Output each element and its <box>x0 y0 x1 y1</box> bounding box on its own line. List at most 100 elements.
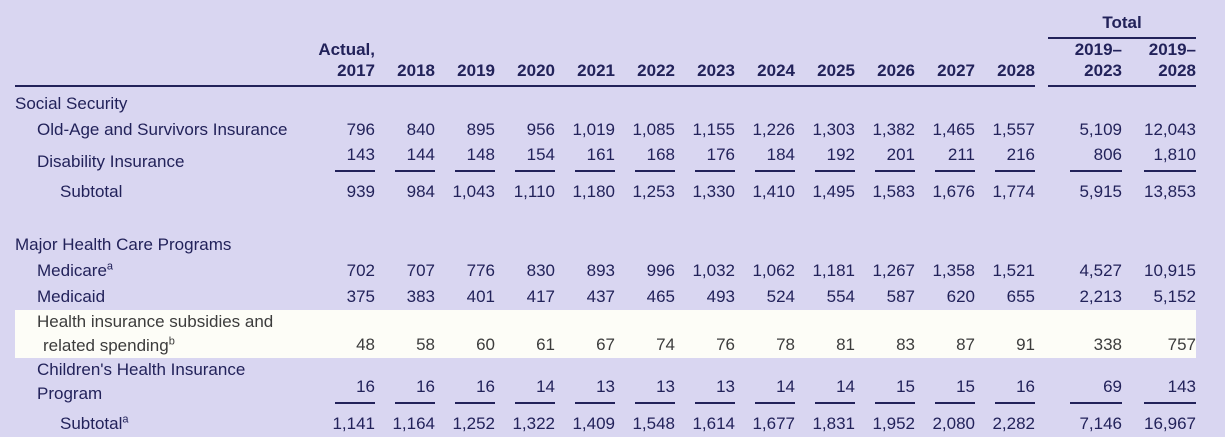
value-cell: 587 <box>886 287 915 306</box>
value-cell: 1,164 <box>392 414 435 433</box>
value-cell: 16 <box>435 358 495 406</box>
value-cell: 1,252 <box>452 414 495 433</box>
value-cell: 1,583 <box>872 182 915 201</box>
row-label: Medicaid <box>37 287 106 306</box>
value-cell: 1,155 <box>692 120 735 139</box>
total-value-cell: 10,915 <box>1144 261 1197 280</box>
value-cell: 1,032 <box>692 261 735 280</box>
value-cell: 201 <box>855 143 915 174</box>
value-cell: 1,180 <box>572 182 615 201</box>
row-label: Children's Health Insurance Program <box>37 360 246 403</box>
value-cell: 78 <box>735 310 795 358</box>
year-column-header: 2024 <box>735 38 795 87</box>
value-cell: 1,409 <box>572 414 615 433</box>
table-row: Old-Age and Survivors Insurance 796 840 895… <box>15 117 1196 143</box>
table-body: Social Security Old-Age and Survivors Ins… <box>15 86 1197 437</box>
year-column-header: 2020 <box>495 38 555 87</box>
table-row: Medicaid 375 383 401 417 437 465 493 524 554 587 62… <box>15 284 1196 310</box>
total-value-cell: 806 <box>1048 143 1122 174</box>
year-column-header: 2021 <box>555 38 615 87</box>
value-cell: 1,774 <box>992 182 1035 201</box>
value-cell: 1,062 <box>752 261 795 280</box>
value-cell: 1,465 <box>932 120 975 139</box>
spacer-cell <box>1035 258 1048 284</box>
value-cell: 493 <box>706 287 735 306</box>
value-cell: 148 <box>435 143 495 174</box>
value-cell: 2,080 <box>932 414 975 433</box>
value-cell: 417 <box>526 287 555 306</box>
value-cell: 1,677 <box>752 414 795 433</box>
value-cell: 1,410 <box>752 182 795 201</box>
value-cell: 15 <box>915 358 975 406</box>
table-row: Subtotala 1,141 1,164 1,252 1,322 1,409 1,548 1… <box>15 406 1196 437</box>
spending-table: Total Actual, 2017 2018 2019 2020 2021 20… <box>15 6 1197 437</box>
year-column-header: 2025 <box>795 38 855 87</box>
total-value-cell: 757 <box>1122 310 1197 358</box>
row-label: Subtotala <box>60 413 129 433</box>
value-cell: 2,282 <box>992 414 1035 433</box>
value-cell: 1,303 <box>812 120 855 139</box>
value-cell: 1,548 <box>632 414 675 433</box>
total-value-cell: 13,853 <box>1144 182 1197 201</box>
value-cell: 176 <box>675 143 735 174</box>
value-cell: 554 <box>826 287 855 306</box>
value-cell: 61 <box>495 310 555 358</box>
value-cell: 16 <box>375 358 435 406</box>
value-cell: 1,676 <box>932 182 975 201</box>
value-cell: 14 <box>795 358 855 406</box>
value-cell: 1,267 <box>872 261 915 280</box>
value-cell: 144 <box>375 143 435 174</box>
value-cell: 76 <box>675 310 735 358</box>
total-value-cell: 5,109 <box>1079 120 1122 139</box>
spacer-cell <box>1035 6 1048 38</box>
blank-cell <box>15 6 315 38</box>
spacer-cell <box>1035 406 1048 437</box>
value-cell: 1,557 <box>992 120 1035 139</box>
value-cell: 154 <box>495 143 555 174</box>
value-cell: 1,226 <box>752 120 795 139</box>
value-cell: 524 <box>766 287 795 306</box>
value-cell: 67 <box>555 310 615 358</box>
value-cell: 91 <box>975 310 1035 358</box>
value-cell: 620 <box>946 287 975 306</box>
year-column-header: Actual, 2017 <box>315 38 375 87</box>
table-row: Disability Insurance 143 144 148 154 161 168 17… <box>15 143 1197 174</box>
section-title: Social Security <box>15 94 128 113</box>
value-cell: 1,110 <box>513 182 555 201</box>
value-cell: 1,521 <box>992 261 1035 280</box>
value-cell: 707 <box>406 261 435 280</box>
total-value-cell: 7,146 <box>1079 414 1122 433</box>
spacer-cell <box>1035 310 1048 358</box>
value-cell: 58 <box>375 310 435 358</box>
value-cell: 168 <box>615 143 675 174</box>
row-label-column-header <box>15 38 315 87</box>
value-cell: 375 <box>346 287 375 306</box>
value-cell: 1,952 <box>872 414 915 433</box>
value-cell: 465 <box>646 287 675 306</box>
value-cell: 830 <box>526 261 555 280</box>
section-title-row: Social Security <box>15 86 1196 117</box>
blank-cell <box>315 6 1035 38</box>
value-cell: 161 <box>555 143 615 174</box>
year-column-header: 2027 <box>915 38 975 87</box>
value-cell: 211 <box>915 143 975 174</box>
value-cell: 1,382 <box>872 120 915 139</box>
spacer-cell <box>1035 358 1048 406</box>
total-value-cell: 16,967 <box>1144 414 1197 433</box>
total-header-row: Total <box>15 6 1197 39</box>
spacer-cell <box>1035 117 1048 143</box>
value-cell: 840 <box>406 120 435 139</box>
value-cell: 401 <box>466 287 495 306</box>
value-cell: 13 <box>615 358 675 406</box>
section-title-row: Major Health Care Programs <box>15 205 1196 258</box>
value-cell: 1,043 <box>452 182 495 201</box>
value-cell: 192 <box>795 143 855 174</box>
total-value-cell: 69 <box>1048 358 1122 406</box>
value-cell: 1,358 <box>932 261 975 280</box>
row-label: Old-Age and Survivors Insurance <box>37 120 288 139</box>
spacer-cell <box>1035 38 1048 86</box>
value-cell: 996 <box>646 261 675 280</box>
row-label: Health insurance subsidies and related sp… <box>15 310 315 358</box>
value-cell: 1,181 <box>812 261 855 280</box>
value-cell: 14 <box>495 358 555 406</box>
